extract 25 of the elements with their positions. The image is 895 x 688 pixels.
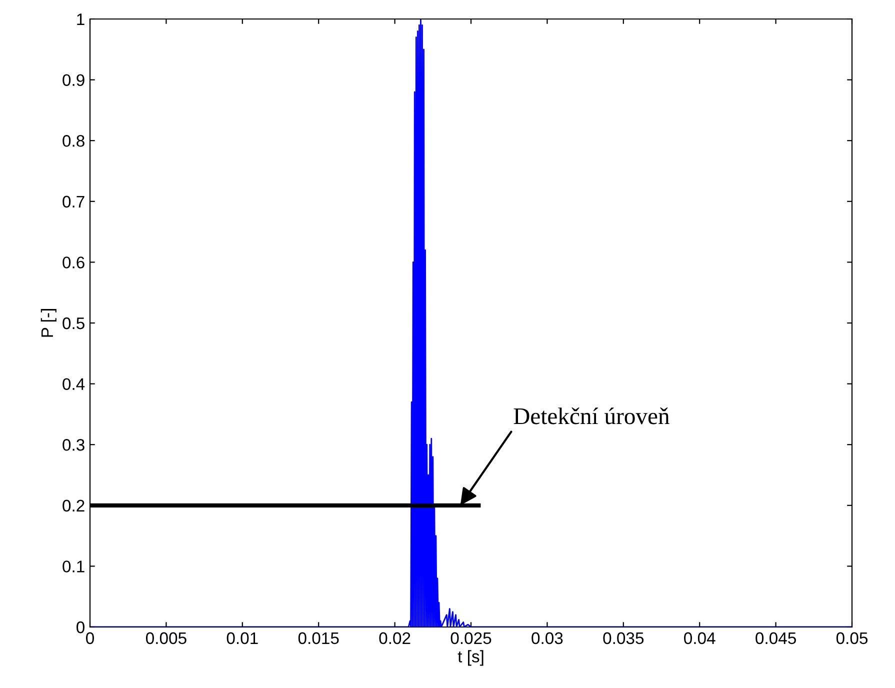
x-tick-label: 0.045 xyxy=(756,632,796,644)
x-axis-title: t [s] xyxy=(458,650,484,666)
x-tick-label: 0.03 xyxy=(532,632,563,644)
y-tick-label: 0.4 xyxy=(62,378,85,390)
y-tick-label: 0.6 xyxy=(62,256,84,268)
y-axis-title: P [-] xyxy=(40,309,56,337)
x-tick-label: 0.04 xyxy=(684,632,716,644)
x-tick-label: 0.02 xyxy=(379,632,410,644)
x-tick-label: 0.025 xyxy=(450,632,492,644)
y-tick-label: 0.2 xyxy=(62,500,84,512)
annotation: Detekční úroveň xyxy=(514,408,670,424)
y-tick-label: 0.3 xyxy=(62,439,84,451)
x-tick-label: 0.01 xyxy=(226,632,258,644)
y-tick-label: 0.8 xyxy=(62,135,84,147)
y-tick-label: 0.9 xyxy=(62,74,84,86)
y-tick-label: 0.1 xyxy=(62,560,84,572)
x-tick-label: 0.035 xyxy=(603,632,644,644)
y-tick-label: 0 xyxy=(76,621,84,634)
x-tick-label: 0.005 xyxy=(146,632,186,644)
y-tick-label: 1 xyxy=(77,14,84,26)
y-tick-label: 0.7 xyxy=(62,196,84,208)
x-tick-label: 0.015 xyxy=(298,632,339,644)
x-tick-label: 0.05 xyxy=(836,632,868,644)
y-tick-label: 0.5 xyxy=(62,317,84,330)
x-tick-label: 0 xyxy=(86,632,94,644)
